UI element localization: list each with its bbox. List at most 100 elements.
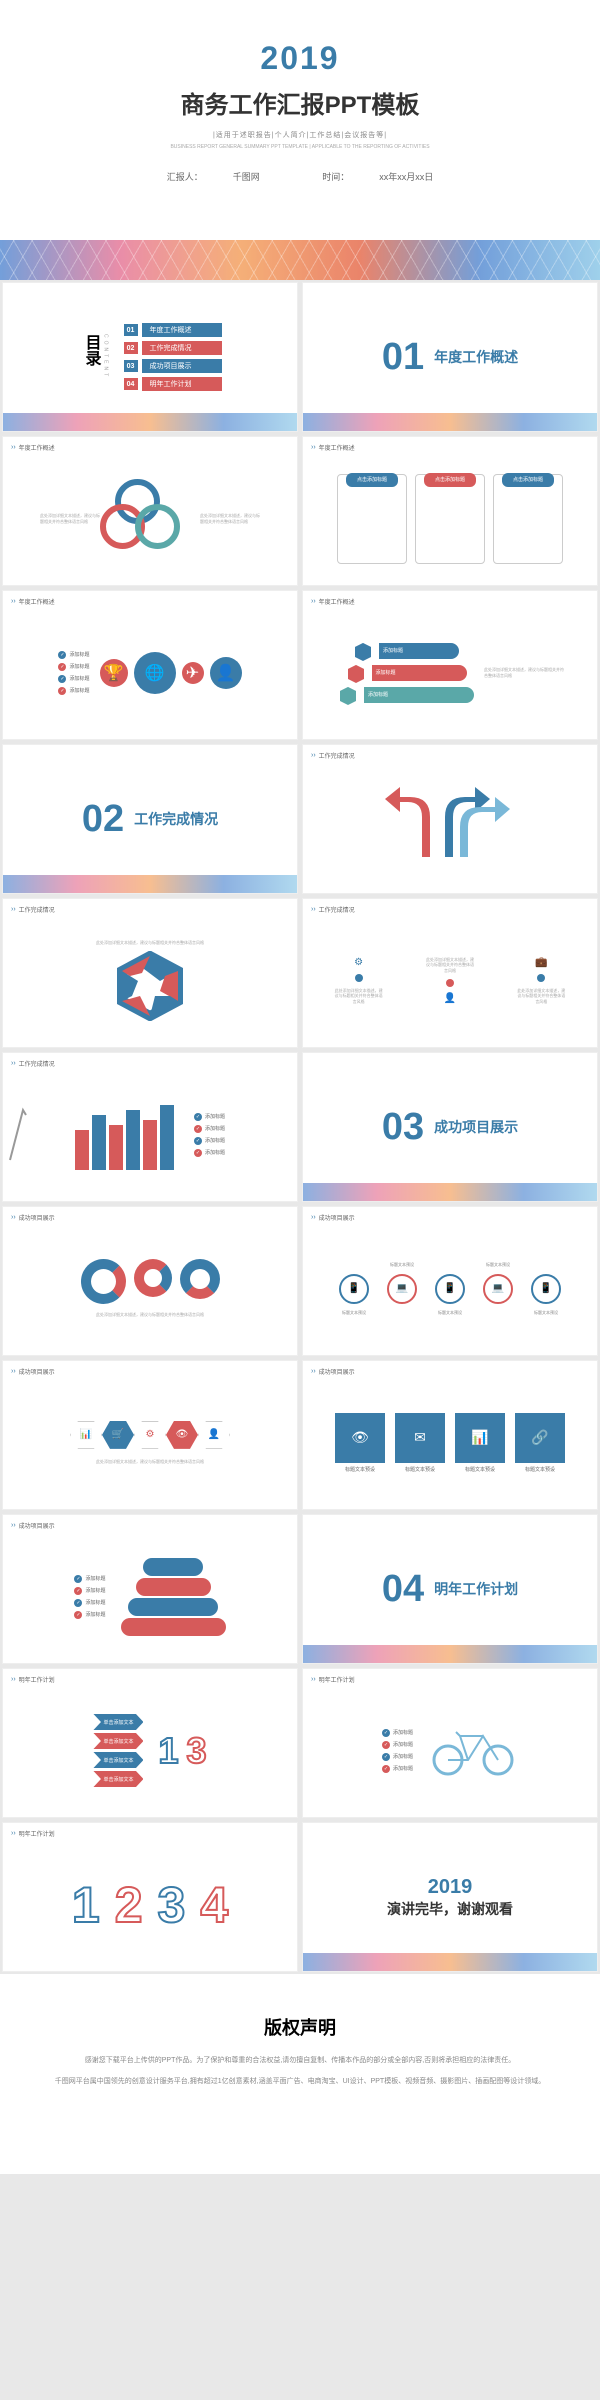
bar (126, 1110, 140, 1170)
big-icons: 👁标题文本预设✉标题文本预设📊标题文本预设🔗标题文本预设 (335, 1413, 565, 1473)
section-03: 03 成功项目展示 (302, 1052, 598, 1202)
icon-card: 👁标题文本预设 (335, 1413, 385, 1473)
chevron-slide: ››明年工作计划 单击添加文本单击添加文本单击添加文本单击添加文本 1 3 (2, 1668, 298, 1818)
bubble-chart: 🏆 🌐 ✈ 👤 (100, 652, 242, 694)
year: 2019 (0, 40, 600, 77)
hex-aperture (110, 951, 190, 1021)
stack-layer (128, 1598, 218, 1616)
bignums-slide: ››明年工作计划 1234 (2, 1822, 298, 1972)
toc-slide: 目录 CONTENT 01年度工作概述 02工作完成情况 03成功项目展示 04明年工… (2, 282, 298, 432)
chevron: 单击添加文本 (93, 1714, 143, 1730)
toc-head-en: CONTENT (103, 334, 109, 379)
check-item: ✓添加标题 (382, 1753, 413, 1761)
donuts-slide: ››成功项目展示 此处添加详细文本描述，建议与标题相关并符合整体语言风格 (2, 1206, 298, 1356)
cubes-slide: ››年度工作概述 添加标题添加标题添加标题 此处添加详细文本描述，建议与标题相关… (302, 590, 598, 740)
cube-item: 添加标题 (344, 663, 467, 683)
check-item: ✓添加标题 (74, 1611, 105, 1619)
toc-item: 03成功项目展示 (124, 359, 222, 373)
hex-slide: ››工作完成情况 此处添加详细文本描述，建议与标题相关并符合整体语言风格 (2, 898, 298, 1048)
bar-chart (75, 1100, 174, 1170)
check-item: ✓添加标题 (194, 1149, 225, 1157)
cover-slide: 2019 商务工作汇报PPT模板 |适用于述职报告|个人简介|工作总结|会议报告… (0, 0, 600, 280)
bike-icon (428, 1718, 518, 1783)
outline-num: 3 (158, 1876, 186, 1934)
meta: 汇报人：千图网 时间：xx年xx月xx日 (0, 170, 600, 183)
circle-node: 📱标题文本预设 (531, 1274, 561, 1304)
triangle-band (0, 240, 600, 280)
three-box-slide: ››年度工作概述 点击添加标题点击添加标题点击添加标题 (302, 436, 598, 586)
subtitle-en: BUSINESS REPORT GENERAL SUMMARY PPT TEMP… (0, 144, 600, 150)
venn-diagram (100, 479, 200, 559)
icon-card: 📊标题文本预设 (455, 1413, 505, 1473)
icon-card: ✉标题文本预设 (395, 1413, 445, 1473)
stack-layer (136, 1578, 211, 1596)
check-item: ✓添加标题 (74, 1599, 105, 1607)
bars-slide: ››工作完成情况 ✓添加标题✓添加标题✓添加标题✓添加标题 (2, 1052, 298, 1202)
toc-item: 02工作完成情况 (124, 341, 222, 355)
check-item: ✓添加标题 (58, 675, 89, 683)
stack-chart (121, 1558, 226, 1636)
cube-item: 添加标题 (336, 685, 474, 705)
check-item: ✓添加标题 (382, 1765, 413, 1773)
cube-item: 添加标题 (351, 641, 459, 661)
circle-node: 📱标题文本预设 (339, 1274, 369, 1304)
chevron: 单击添加文本 (93, 1733, 143, 1749)
big-icons-slide: ››成功项目展示 👁标题文本预设✉标题文本预设📊标题文本预设🔗标题文本预设 (302, 1360, 598, 1510)
toc-item: 01年度工作概述 (124, 323, 222, 337)
toc-items: 01年度工作概述 02工作完成情况 03成功项目展示 04明年工作计划 (124, 323, 222, 391)
bar (109, 1125, 123, 1170)
content-box: 点击添加标题 (415, 474, 485, 564)
chevron-flow: 单击添加文本单击添加文本单击添加文本单击添加文本 (93, 1714, 143, 1787)
circle-node: 💻标题文本预设 (483, 1274, 513, 1304)
bar (143, 1120, 157, 1170)
bar (92, 1115, 106, 1170)
hexchain-slide: ››成功项目展示 📊 🛒 ⚙ 👁 👤 此处添加详细文本描述，建议与标题相关并符合… (2, 1360, 298, 1510)
check-item: ✓添加标题 (74, 1575, 105, 1583)
section-01: 01 年度工作概述 (302, 282, 598, 432)
outline-num: 1 (72, 1876, 100, 1934)
toc-head: 目录 (79, 334, 103, 379)
split-arrows (380, 777, 520, 877)
toc-item: 04明年工作计划 (124, 377, 222, 391)
stack-layer (121, 1618, 226, 1636)
icon-card: 🔗标题文本预设 (515, 1413, 565, 1473)
bar (75, 1130, 89, 1170)
check-item: ✓添加标题 (74, 1587, 105, 1595)
outline-num: 4 (200, 1876, 228, 1934)
copyright-slide: 版权声明 感谢您下载平台上传供的PPT作品。为了保护和尊重的合法权益,请勿擅自复… (0, 1974, 600, 2174)
venn-slide: ››年度工作概述 此处添加详细文本描述，建议与标题相关并符合整体语言风格 此处添… (2, 436, 298, 586)
bike-slide: ››明年工作计划 ✓添加标题✓添加标题✓添加标题✓添加标题 (302, 1668, 598, 1818)
outline-numbers: 1234 (72, 1876, 228, 1934)
check-item: ✓添加标题 (58, 687, 89, 695)
stack-slide: ››成功项目展示 ✓添加标题✓添加标题✓添加标题✓添加标题 (2, 1514, 298, 1664)
content-box: 点击添加标题 (337, 474, 407, 564)
bar (160, 1105, 174, 1170)
circle-grid-slide: ››成功项目展示 📱标题文本预设💻标题文本预设📱标题文本预设💻标题文本预设📱标题… (302, 1206, 598, 1356)
bubbles-slide: ››年度工作概述 ✓添加标题✓添加标题✓添加标题✓添加标题 🏆 🌐 ✈ 👤 (2, 590, 298, 740)
check-item: ✓添加标题 (194, 1137, 225, 1145)
main-title: 商务工作汇报PPT模板 (0, 85, 600, 120)
content-box: 点击添加标题 (493, 474, 563, 564)
section-02: 02 工作完成情况 (2, 744, 298, 894)
stack-layer (143, 1558, 203, 1576)
chevron: 单击添加文本 (93, 1771, 143, 1787)
circle-node: 💻标题文本预设 (387, 1274, 417, 1304)
check-item: ✓添加标题 (58, 663, 89, 671)
check-item: ✓添加标题 (194, 1125, 225, 1133)
closing-slide: 2019 演讲完毕，谢谢观看 (302, 1822, 598, 1972)
check-item: ✓添加标题 (58, 651, 89, 659)
timeline-slide: ››工作完成情况 ⚙此处添加详细文本描述，建议与标题相关并符合整体语言风格 此处… (302, 898, 598, 1048)
arrows-slide: ››工作完成情况 (302, 744, 598, 894)
chevron: 单击添加文本 (93, 1752, 143, 1768)
section-04: 04 明年工作计划 (302, 1514, 598, 1664)
copyright-title: 版权声明 (30, 2014, 570, 2040)
circle-node: 📱标题文本预设 (435, 1274, 465, 1304)
hex-chain: 📊 🛒 ⚙ 👁 👤 (70, 1421, 230, 1449)
check-item: ✓添加标题 (382, 1729, 413, 1737)
timeline: ⚙此处添加详细文本描述，建议与标题相关并符合整体语言风格 此处添加详细文本描述，… (313, 957, 587, 1004)
outline-num: 2 (115, 1876, 143, 1934)
copyright-text: 感谢您下载平台上传供的PPT作品。为了保护和尊重的合法权益,请勿擅自复制、传播本… (30, 2055, 570, 2068)
subtitle: |适用于述职报告|个人简介|工作总结|会议报告等| (0, 130, 600, 140)
check-item: ✓添加标题 (382, 1741, 413, 1749)
check-item: ✓添加标题 (194, 1113, 225, 1121)
